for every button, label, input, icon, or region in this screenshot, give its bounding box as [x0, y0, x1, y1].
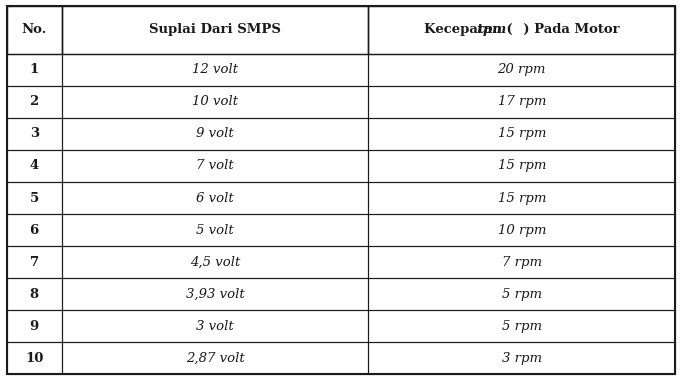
Bar: [368, 118, 675, 150]
Bar: [61, 54, 368, 86]
Text: 10: 10: [25, 352, 44, 365]
Text: 15 rpm: 15 rpm: [498, 192, 546, 204]
Text: 4: 4: [29, 160, 39, 173]
Text: 15 rpm: 15 rpm: [498, 127, 546, 140]
Text: 7 volt: 7 volt: [196, 160, 234, 173]
Text: 9 volt: 9 volt: [196, 127, 234, 140]
Bar: [7, 342, 61, 374]
Text: 7: 7: [29, 256, 39, 269]
Text: 2: 2: [29, 95, 39, 108]
Text: 3: 3: [29, 127, 39, 140]
Text: 5: 5: [29, 192, 39, 204]
Bar: [61, 342, 368, 374]
Text: 7 rpm: 7 rpm: [502, 256, 542, 269]
Bar: [7, 54, 61, 86]
Text: 5 rpm: 5 rpm: [502, 320, 542, 333]
Bar: [368, 86, 675, 118]
Text: 3 rpm: 3 rpm: [502, 352, 542, 365]
Bar: [61, 310, 368, 342]
Bar: [7, 182, 61, 214]
Text: 8: 8: [29, 288, 39, 301]
Text: 2,87 volt: 2,87 volt: [186, 352, 244, 365]
Bar: [368, 278, 675, 310]
Bar: [61, 246, 368, 278]
Bar: [368, 150, 675, 182]
Bar: [368, 6, 675, 54]
Text: Kecepatan (    ) Pada Motor: Kecepatan ( ) Pada Motor: [424, 23, 620, 36]
Text: Suplai Dari SMPS: Suplai Dari SMPS: [149, 23, 281, 36]
Text: 3,93 volt: 3,93 volt: [186, 288, 244, 301]
Bar: [61, 86, 368, 118]
Text: rpm: rpm: [476, 23, 506, 36]
Text: 6 volt: 6 volt: [196, 192, 234, 204]
Bar: [7, 6, 61, 54]
Bar: [61, 278, 368, 310]
Text: No.: No.: [22, 23, 47, 36]
Bar: [61, 118, 368, 150]
Text: 3 volt: 3 volt: [196, 320, 234, 333]
Text: 20 rpm: 20 rpm: [498, 63, 546, 76]
Bar: [61, 182, 368, 214]
Text: 10 volt: 10 volt: [192, 95, 238, 108]
Bar: [61, 214, 368, 246]
Bar: [7, 278, 61, 310]
Bar: [368, 54, 675, 86]
Bar: [7, 214, 61, 246]
Bar: [368, 214, 675, 246]
Bar: [61, 150, 368, 182]
Text: 12 volt: 12 volt: [192, 63, 238, 76]
Bar: [7, 246, 61, 278]
Bar: [368, 342, 675, 374]
Text: 4,5 volt: 4,5 volt: [190, 256, 240, 269]
Text: 17 rpm: 17 rpm: [498, 95, 546, 108]
Text: 9: 9: [29, 320, 39, 333]
Bar: [7, 150, 61, 182]
Bar: [368, 182, 675, 214]
Text: 6: 6: [29, 223, 39, 237]
Bar: [368, 310, 675, 342]
Text: 1: 1: [29, 63, 39, 76]
Bar: [7, 310, 61, 342]
Bar: [7, 86, 61, 118]
Text: 5 volt: 5 volt: [196, 223, 234, 237]
Text: 15 rpm: 15 rpm: [498, 160, 546, 173]
Text: 5 rpm: 5 rpm: [502, 288, 542, 301]
Text: 10 rpm: 10 rpm: [498, 223, 546, 237]
Bar: [368, 246, 675, 278]
Bar: [7, 118, 61, 150]
Bar: [61, 6, 368, 54]
